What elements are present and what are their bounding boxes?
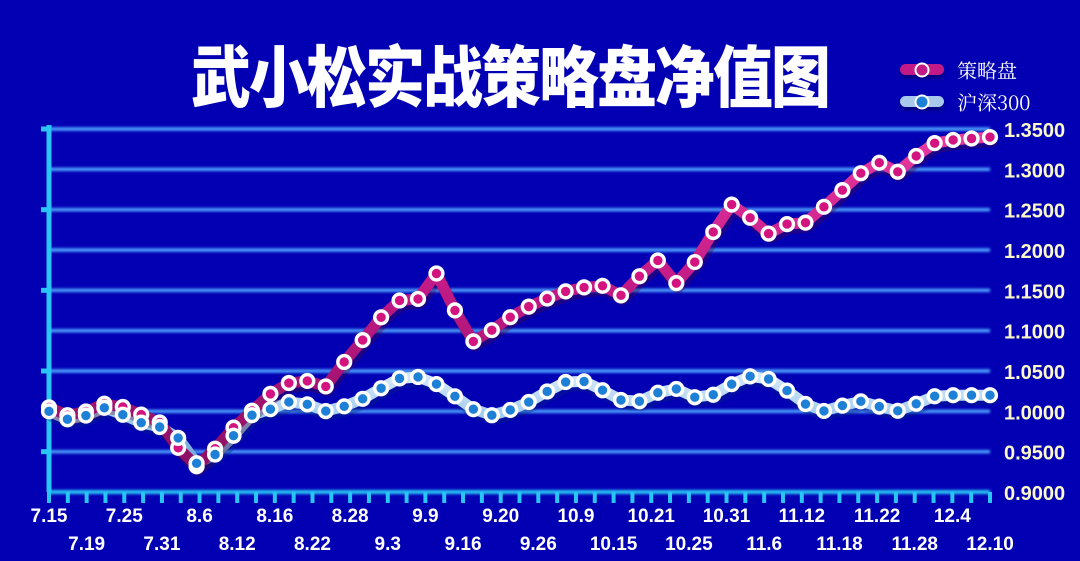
svg-text:10.21: 10.21: [627, 506, 675, 527]
svg-text:11.6: 11.6: [746, 534, 782, 555]
svg-text:1.3000: 1.3000: [1004, 160, 1065, 182]
svg-text:9.9: 9.9: [412, 506, 438, 527]
svg-text:11.18: 11.18: [816, 534, 863, 555]
svg-text:10.15: 10.15: [590, 534, 638, 555]
svg-text:9.20: 9.20: [482, 506, 519, 527]
svg-text:11.12: 11.12: [779, 506, 826, 527]
svg-text:10.9: 10.9: [557, 506, 594, 527]
svg-text:11.28: 11.28: [891, 534, 938, 555]
svg-text:11.22: 11.22: [854, 506, 901, 527]
svg-text:1.1000: 1.1000: [1004, 322, 1065, 344]
svg-text:0.9500: 0.9500: [1004, 443, 1065, 465]
svg-text:7.31: 7.31: [143, 534, 180, 555]
svg-text:1.2000: 1.2000: [1004, 241, 1065, 263]
svg-text:9.16: 9.16: [445, 534, 482, 555]
svg-text:8.22: 8.22: [294, 534, 331, 555]
svg-text:1.0000: 1.0000: [1004, 402, 1065, 424]
svg-text:1.0500: 1.0500: [1004, 362, 1065, 384]
svg-text:10.31: 10.31: [703, 506, 751, 527]
svg-text:10.25: 10.25: [665, 534, 713, 555]
svg-text:8.12: 8.12: [219, 534, 256, 555]
svg-text:9.3: 9.3: [375, 534, 401, 555]
svg-text:7.19: 7.19: [68, 534, 105, 555]
svg-text:1.2500: 1.2500: [1004, 201, 1065, 223]
svg-text:12.4: 12.4: [934, 506, 971, 527]
svg-text:8.6: 8.6: [186, 506, 212, 527]
svg-text:8.16: 8.16: [256, 506, 293, 527]
svg-text:7.25: 7.25: [106, 506, 143, 527]
svg-text:8.28: 8.28: [332, 506, 369, 527]
svg-text:12.10: 12.10: [966, 534, 1014, 555]
svg-text:1.1500: 1.1500: [1004, 281, 1065, 303]
svg-text:1.3500: 1.3500: [1004, 120, 1065, 142]
svg-text:7.15: 7.15: [31, 506, 68, 527]
svg-text:0.9000: 0.9000: [1004, 483, 1065, 505]
svg-text:9.26: 9.26: [520, 534, 557, 555]
